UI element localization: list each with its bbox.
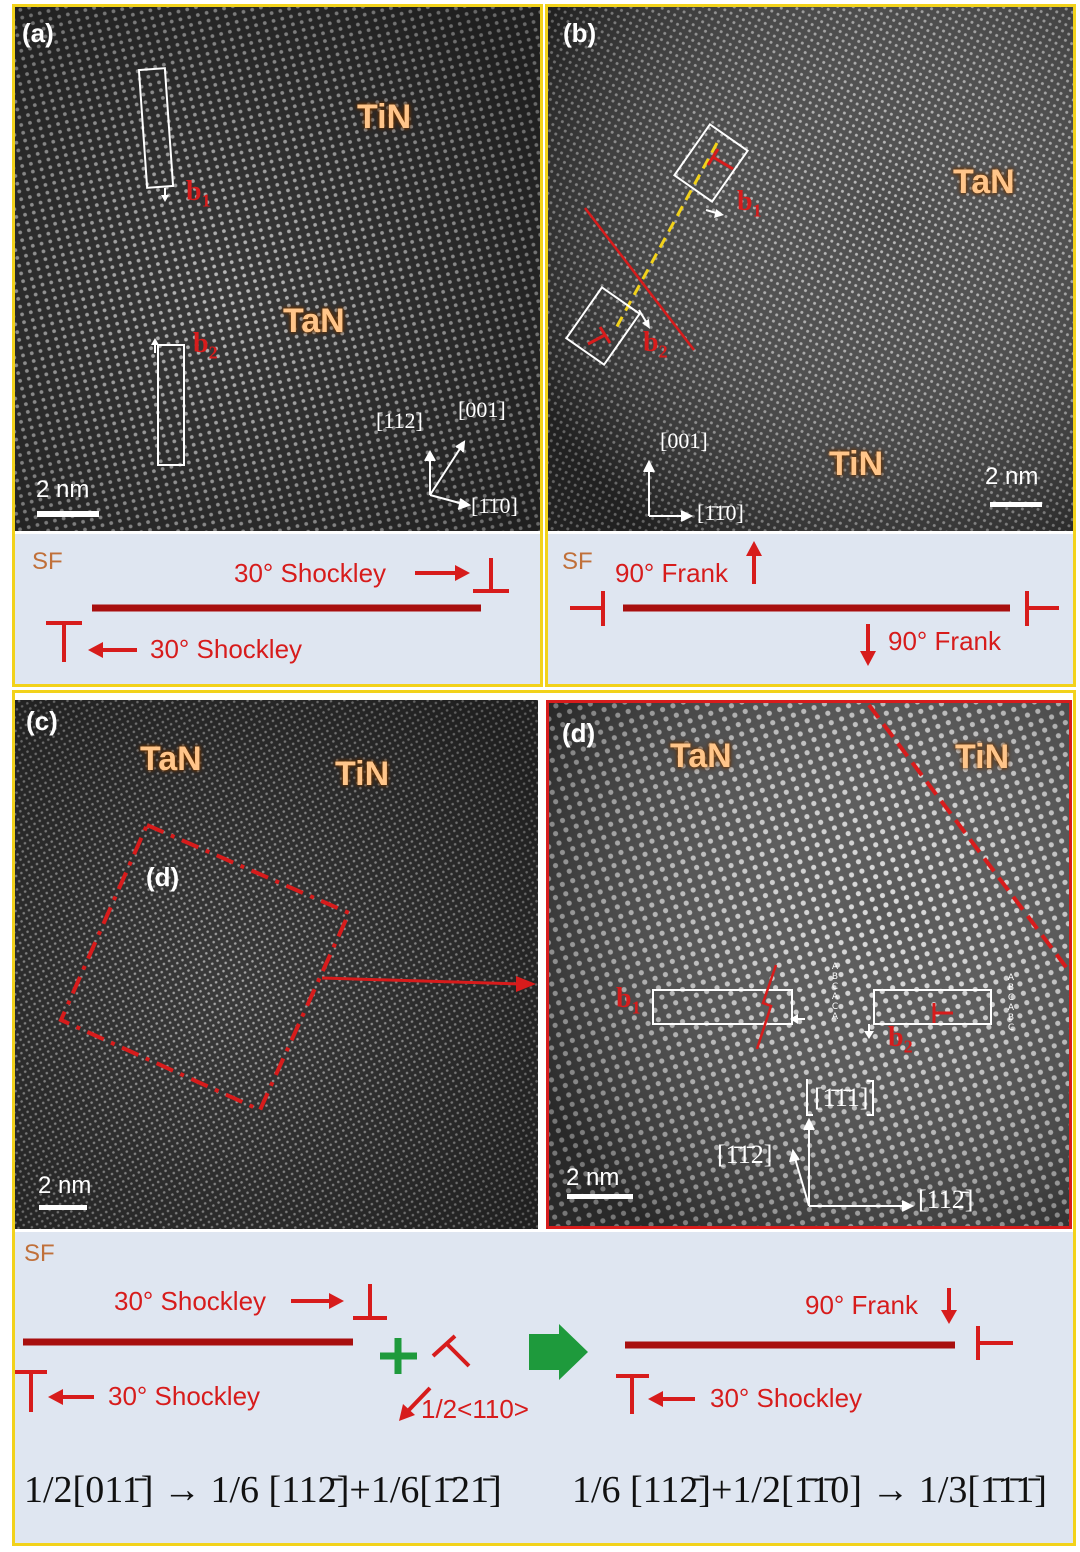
panel-c-scale-label: 2 nm	[38, 1172, 92, 1199]
schematic-c-right-top-label: 90° Frank	[805, 1290, 919, 1320]
schematic-c-drawing	[15, 1284, 1013, 1421]
panel-d-b2-label: b2	[888, 1022, 913, 1057]
panel-b-scale-label: 2 nm	[985, 463, 1039, 490]
inset-region-d	[58, 822, 352, 1113]
panel-d-tan-label: TaN	[670, 737, 732, 775]
panel-c-label: (c)	[26, 706, 58, 736]
panel-a-tan-label: TaN	[283, 302, 345, 340]
axes-a	[424, 440, 472, 510]
panel-a-image	[15, 7, 540, 531]
schematic-a-sf: SF	[32, 548, 63, 575]
panel-a-scale-label: 2 nm	[36, 476, 90, 503]
panel-b-tin-label: TiN	[829, 445, 884, 483]
panel-a-frame	[12, 4, 543, 687]
scale-bar-a	[37, 511, 99, 517]
schematic-b-sf: SF	[562, 548, 593, 575]
schematic-a-bottom-label: 30° Shockley	[150, 634, 303, 664]
schematic-b-top-label: 90° Frank	[615, 558, 729, 588]
panel-a-tin-label: TiN	[357, 98, 412, 136]
equation-left: 1/2[011̄] → 1/6 [112̄]+1/6[1̄21̄]	[24, 1469, 502, 1511]
schematic-b-drawing	[570, 541, 1059, 666]
equation-right: 1/6 [112̄]+1/2[1̄1̄0] → 1/3[1̄1̄1̄]	[572, 1469, 1047, 1511]
panel-d-tin-label: TiN	[955, 738, 1010, 776]
schematic-c-left-top-label: 30° Shockley	[114, 1286, 267, 1316]
schematic-c-right-bottom-label: 30° Shockley	[710, 1383, 863, 1413]
schematic-a-drawing	[46, 558, 509, 662]
burgers-box-a1	[137, 67, 175, 189]
zoom-arrow	[321, 976, 536, 992]
panel-a-dir-112: [112]	[376, 408, 423, 433]
panel-b-label: (b)	[563, 18, 597, 48]
panel-a-b2-label: b2	[193, 328, 218, 363]
schematic-c	[15, 1232, 1073, 1543]
panel-c-tin-label: TiN	[335, 755, 390, 793]
panel-d-b1-label: b1	[616, 983, 641, 1018]
panel-b-b1-label: b1	[737, 186, 762, 221]
schematic-c-half110-label: 1/2<110>	[421, 1394, 529, 1424]
panel-d-dir-112bar: [1̄1̄2]	[717, 1140, 773, 1169]
panel-b-b2-label: b2	[643, 327, 668, 362]
panel-d-label: (d)	[562, 718, 596, 748]
panel-d-dir-112: [112̄]	[918, 1185, 974, 1214]
panel-b-dir-001: [001]	[660, 428, 708, 453]
panel-d-image	[546, 700, 1072, 1229]
panel-d-dir-111: [1̄1̄1]	[814, 1083, 869, 1112]
schematic-c-sf: SF	[24, 1240, 55, 1267]
panel-cd-frame	[12, 690, 1076, 1546]
panel-b-frame	[545, 4, 1076, 687]
schematic-c-left-bottom-label: 30° Shockley	[108, 1381, 261, 1411]
panel-c-image	[15, 700, 538, 1229]
panel-a-dir-001: [001]	[458, 397, 506, 422]
panel-a-label: (a)	[22, 18, 54, 48]
burgers-box-a2	[157, 344, 185, 466]
schematic-a-top-label: 30° Shockley	[234, 558, 387, 588]
panel-d-scale-label: 2 nm	[566, 1164, 620, 1191]
panel-a-b1-label: b1	[186, 176, 211, 211]
panel-b-image	[548, 7, 1073, 531]
panel-c-tan-label: TaN	[140, 740, 202, 778]
schematic-b-bottom-label: 90° Frank	[888, 626, 1002, 656]
panel-b-dir-110: [1̄1̄0]	[697, 500, 744, 525]
panel-b-tan-label: TaN	[953, 163, 1015, 201]
panel-a-dir-110: [1̄1̄0]	[471, 493, 518, 518]
panel-c-inset-label: (d)	[146, 862, 180, 892]
